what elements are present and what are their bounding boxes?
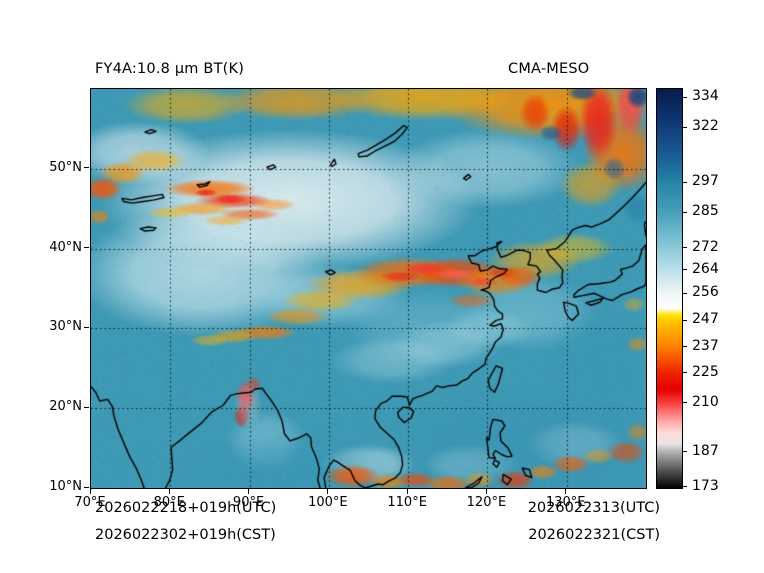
colorbar-tick-label: 285 <box>692 203 719 219</box>
y-axis-tick <box>84 327 89 328</box>
x-axis-tick <box>169 489 170 494</box>
colorbar-tick <box>682 451 687 452</box>
x-axis-tick <box>486 489 487 494</box>
y-axis-tick <box>84 247 89 248</box>
y-axis-tick <box>84 407 89 408</box>
colorbar-tick-label: 256 <box>692 284 719 300</box>
colorbar-tick-label: 237 <box>692 338 719 354</box>
colorbar-tick <box>682 346 687 347</box>
model-name: CMA-MESO <box>508 61 589 77</box>
x-tick-label: 70°E <box>68 495 112 510</box>
x-axis-tick <box>565 489 566 494</box>
y-tick-label: 30°N <box>34 319 82 334</box>
colorbar-tick-label: 187 <box>692 443 719 459</box>
x-tick-label: 90°E <box>227 495 271 510</box>
colorbar-tick <box>682 320 687 321</box>
satellite-bt-map <box>91 89 646 488</box>
colorbar-tick <box>682 247 687 248</box>
colorbar-tick <box>682 182 687 183</box>
x-axis-tick <box>327 489 328 494</box>
x-tick-label: 120°E <box>464 495 508 510</box>
colorbar-tick-label: 210 <box>692 394 719 410</box>
y-tick-label: 10°N <box>34 479 82 494</box>
colorbar-tick <box>682 402 687 403</box>
map-plot-area <box>90 88 647 489</box>
colorbar-tick <box>682 269 687 270</box>
colorbar-tick-label: 247 <box>692 311 719 327</box>
colorbar-tick <box>682 372 687 373</box>
x-axis-tick <box>90 489 91 494</box>
x-tick-label: 110°E <box>385 495 429 510</box>
colorbar-tick <box>682 97 687 98</box>
x-tick-label: 130°E <box>544 495 588 510</box>
y-tick-label: 50°N <box>34 160 82 175</box>
x-tick-label: 80°E <box>147 495 191 510</box>
colorbar-tick <box>682 127 687 128</box>
y-tick-label: 20°N <box>34 399 82 414</box>
colorbar-tick-label: 297 <box>692 173 719 189</box>
init-time-cst: 2026022302+019h(CST) <box>95 527 276 543</box>
y-axis-tick <box>84 487 89 488</box>
colorbar-gradient <box>657 89 682 488</box>
figure: FY4A:10.8 μm BT(K) CMA-MESO 2026022218+0… <box>0 0 764 573</box>
colorbar-tick <box>682 486 687 487</box>
x-tick-label: 100°E <box>306 495 350 510</box>
y-axis-tick <box>84 167 89 168</box>
colorbar-tick-label: 334 <box>692 88 719 104</box>
plot-title: FY4A:10.8 μm BT(K) <box>95 61 244 77</box>
colorbar-tick-label: 322 <box>692 118 719 134</box>
x-axis-tick <box>248 489 249 494</box>
valid-time-cst: 2026022321(CST) <box>528 527 660 543</box>
colorbar <box>656 88 683 489</box>
colorbar-tick <box>682 293 687 294</box>
colorbar-tick-label: 272 <box>692 239 719 255</box>
colorbar-tick <box>682 212 687 213</box>
colorbar-tick-label: 264 <box>692 261 719 277</box>
x-axis-tick <box>407 489 408 494</box>
y-tick-label: 40°N <box>34 240 82 255</box>
colorbar-tick-label: 225 <box>692 364 719 380</box>
colorbar-tick-label: 173 <box>692 478 719 494</box>
